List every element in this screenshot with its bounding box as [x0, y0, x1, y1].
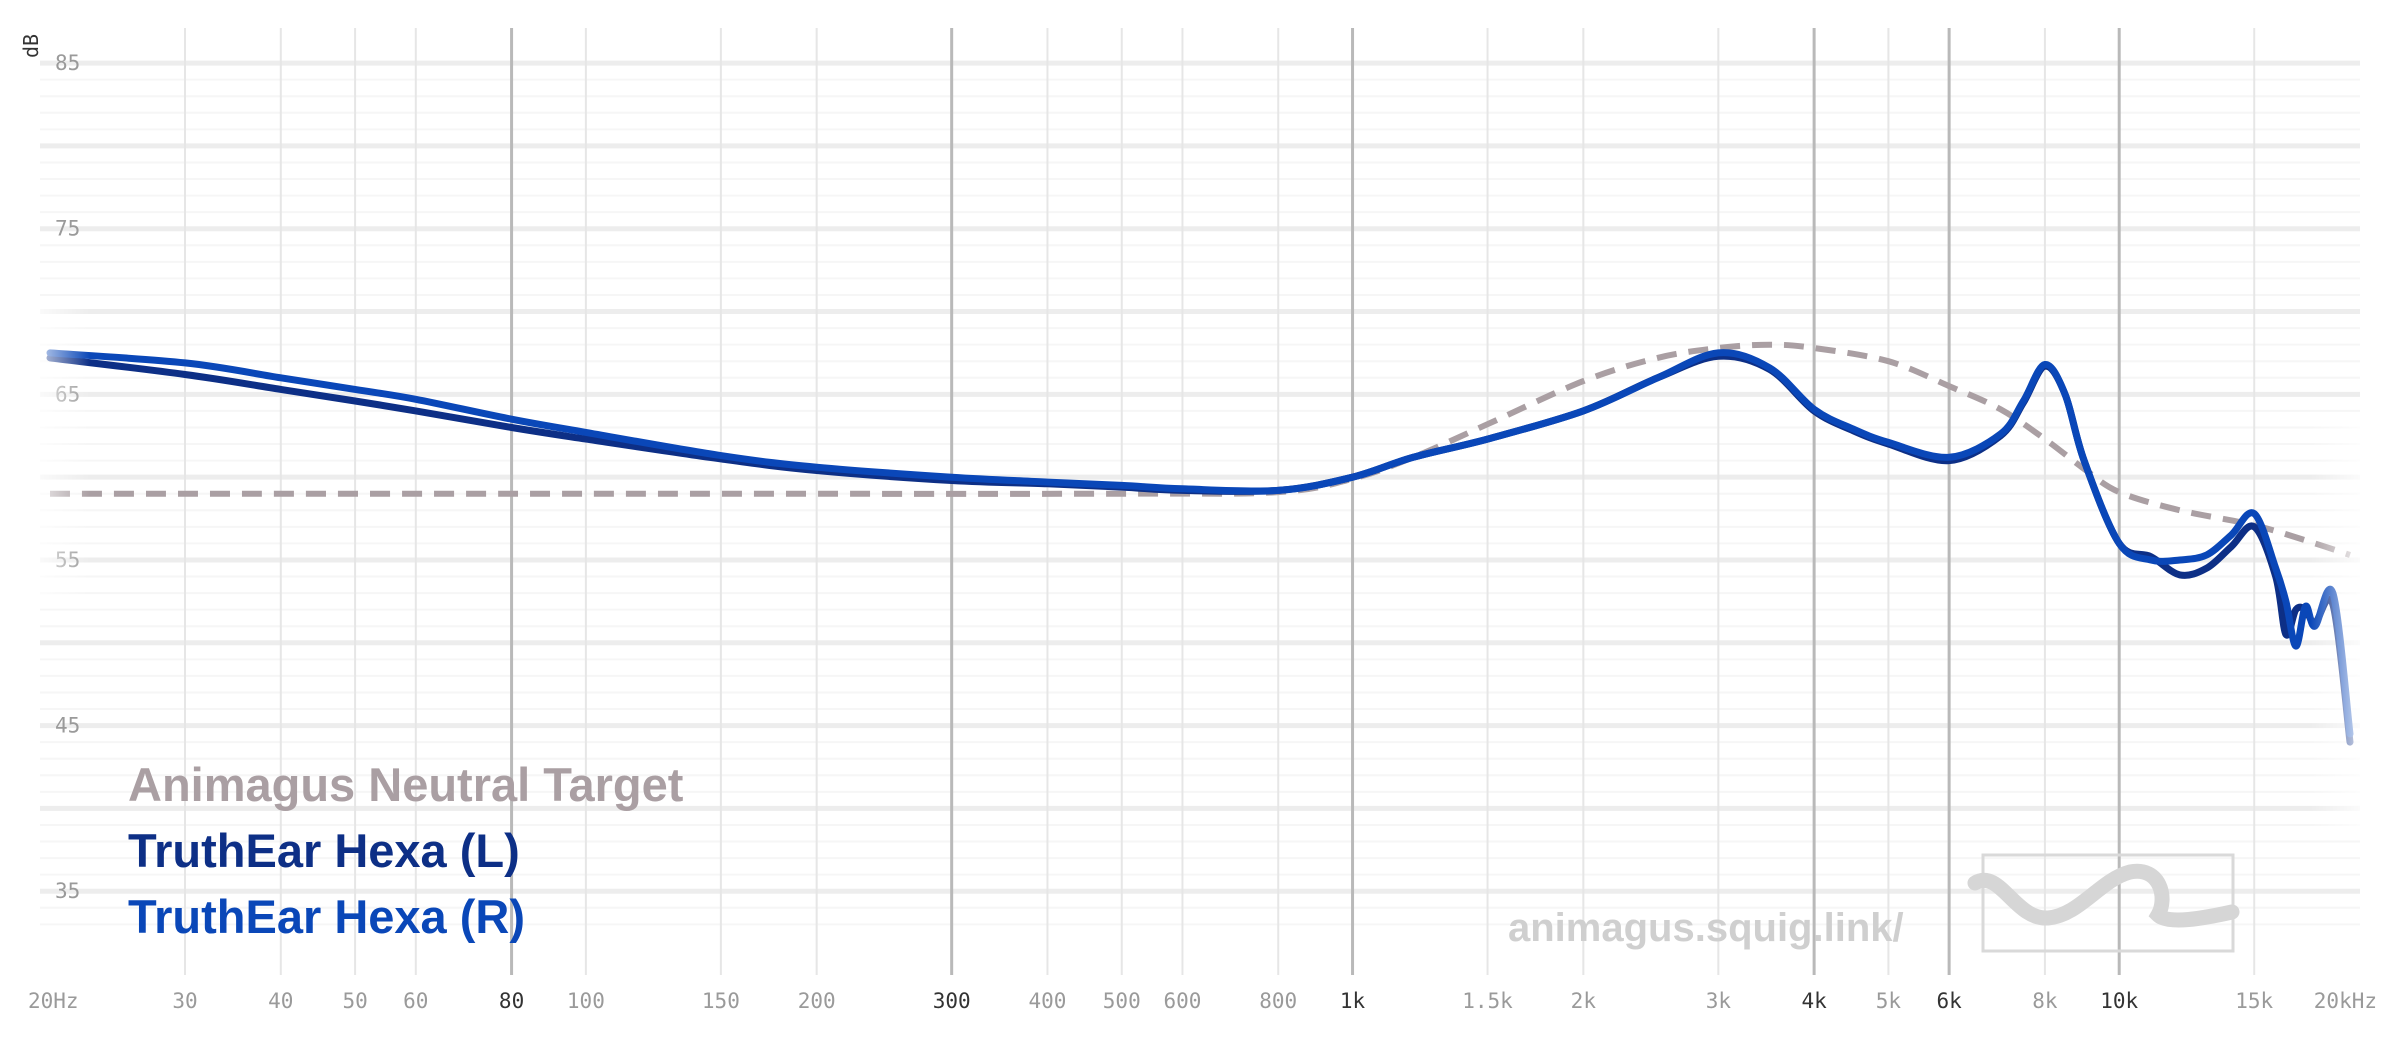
x-tick-label: 150: [702, 989, 740, 1013]
legend-entry[interactable]: TruthEar Hexa (L): [128, 824, 520, 877]
x-tick-label: 100: [567, 989, 605, 1013]
x-tick-label: 500: [1103, 989, 1141, 1013]
series-layer: [46, 341, 2354, 746]
x-tick-label: 3k: [1706, 989, 1732, 1013]
x-tick-label: 5k: [1876, 989, 1902, 1013]
x-tick-label: 8k: [2032, 989, 2058, 1013]
x-tick-label: 4k: [1801, 989, 1827, 1013]
y-gridlines: [40, 60, 2360, 926]
x-tick-label: 20kHz: [2314, 989, 2377, 1013]
measurement-curve-right: [46, 349, 2354, 738]
x-tick-label: 300: [933, 989, 971, 1013]
x-tick-label: 40: [268, 989, 293, 1013]
legend-entry[interactable]: TruthEar Hexa (R): [128, 890, 525, 943]
legend-entry[interactable]: Animagus Neutral Target: [128, 758, 684, 811]
right-edge-fade: [2310, 420, 2370, 840]
x-tick-label: 400: [1028, 989, 1066, 1013]
x-tick-label: 50: [342, 989, 367, 1013]
x-tick-label: 600: [1163, 989, 1201, 1013]
x-tick-label: 10k: [2100, 989, 2138, 1013]
y-axis-label: dB: [19, 34, 43, 58]
y-tick-label: 85: [55, 51, 80, 75]
x-tick-label: 6k: [1936, 989, 1962, 1013]
x-tick-label: 15k: [2235, 989, 2273, 1013]
x-tick-labels: 20Hz 30 40 50 60 80 100 150 200 300 400 500 600 800 1k…: [28, 989, 2377, 1013]
y-tick-label: 45: [55, 714, 80, 738]
x-tick-label: 200: [798, 989, 836, 1013]
x-tick-label: 80: [499, 989, 524, 1013]
watermark: animagus.squig.link/: [1508, 853, 2240, 953]
legend: Animagus Neutral Target TruthEar Hexa (L)…: [128, 758, 684, 943]
x-tick-label: 2k: [1571, 989, 1597, 1013]
x-tick-label: 1k: [1340, 989, 1366, 1013]
x-tick-label: 800: [1259, 989, 1297, 1013]
x-tick-label: 1.5k: [1462, 989, 1513, 1013]
squig-logo: [1967, 853, 2240, 953]
y-tick-label: 75: [55, 217, 80, 241]
y-tick-label: 35: [55, 879, 80, 903]
left-edge-fade: [30, 300, 90, 600]
x-tick-label: 30: [172, 989, 197, 1013]
x-tick-label: 20Hz: [28, 989, 79, 1013]
x-gridlines: [184, 28, 2256, 975]
x-tick-label: 60: [403, 989, 428, 1013]
watermark-text: animagus.squig.link/: [1508, 906, 1904, 950]
target-curve: [49, 341, 2351, 558]
